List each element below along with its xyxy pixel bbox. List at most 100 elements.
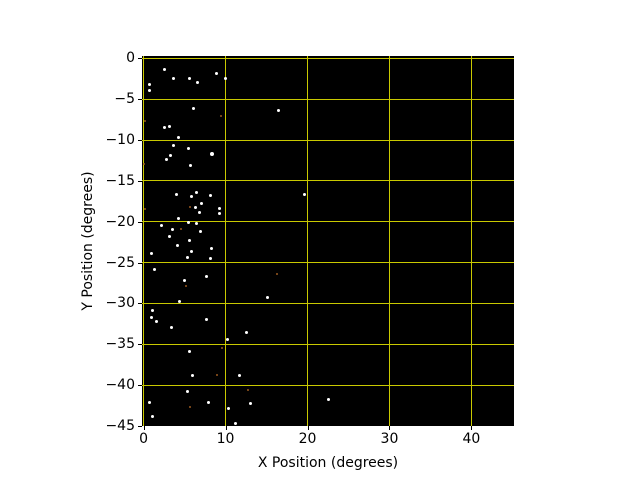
scatter-point bbox=[188, 239, 192, 243]
y-tick-mark--5 bbox=[138, 99, 142, 101]
scatter-point bbox=[188, 350, 192, 354]
y-tick-label--30: −30 bbox=[105, 295, 135, 312]
scatter-point bbox=[174, 193, 178, 197]
x-tick-label-20: 20 bbox=[298, 431, 317, 447]
scatter-point bbox=[162, 68, 166, 72]
scatter-point bbox=[151, 414, 155, 418]
scatter-point bbox=[217, 207, 221, 211]
scatter-point bbox=[180, 228, 183, 231]
x-tick-mark-20 bbox=[307, 426, 309, 430]
scatter-point bbox=[168, 235, 172, 238]
scatter-point bbox=[205, 275, 209, 279]
scatter-point bbox=[210, 152, 215, 156]
gridline-y-0 bbox=[142, 57, 514, 59]
scatter-point bbox=[276, 273, 279, 276]
scatter-point bbox=[208, 257, 212, 261]
scatter-point bbox=[169, 154, 173, 158]
scatter-point bbox=[163, 125, 167, 129]
scatter-point bbox=[265, 296, 269, 300]
scatter-point bbox=[194, 221, 198, 225]
scatter-point bbox=[160, 223, 164, 227]
y-tick-label--40: −40 bbox=[105, 377, 135, 394]
scatter-point bbox=[215, 72, 219, 76]
scatter-point bbox=[193, 205, 197, 209]
scatter-point bbox=[167, 124, 171, 128]
y-tick-mark-0 bbox=[138, 58, 142, 60]
gridline-y--5 bbox=[142, 98, 514, 100]
scatter-point bbox=[186, 256, 190, 260]
scatter-point bbox=[219, 115, 222, 118]
y-tick-label--10: −10 bbox=[105, 132, 135, 149]
y-tick-mark--15 bbox=[138, 180, 142, 182]
x-tick-mark-40 bbox=[471, 426, 473, 430]
scatter-point bbox=[147, 400, 151, 404]
scatter-point bbox=[152, 267, 156, 271]
gridline-y--15 bbox=[142, 180, 514, 182]
scatter-point bbox=[165, 158, 169, 162]
y-tick-mark--40 bbox=[138, 385, 142, 387]
scatter-point bbox=[190, 194, 194, 198]
scatter-point bbox=[147, 88, 151, 92]
scatter-point bbox=[186, 390, 190, 394]
y-tick-label--5: −5 bbox=[114, 91, 135, 108]
gridline-x-20 bbox=[307, 56, 308, 426]
gridline-x-0 bbox=[143, 56, 145, 426]
scatter-point bbox=[194, 190, 198, 194]
x-tick-label-10: 10 bbox=[216, 431, 235, 447]
scatter-point bbox=[189, 206, 192, 209]
scatter-point bbox=[205, 318, 209, 322]
scatter-point bbox=[189, 406, 192, 409]
scatter-point bbox=[233, 422, 237, 426]
y-tick-label--35: −35 bbox=[105, 336, 135, 353]
y-tick-mark--25 bbox=[138, 262, 142, 264]
scatter-point bbox=[183, 279, 187, 283]
scatter-point bbox=[188, 77, 192, 81]
gridline-y--10 bbox=[142, 139, 514, 141]
scatter-point bbox=[224, 77, 228, 81]
scatter-point bbox=[187, 221, 191, 225]
scatter-point bbox=[209, 194, 213, 198]
scatter-point bbox=[215, 374, 218, 377]
scatter-point bbox=[196, 80, 200, 84]
scatter-point bbox=[238, 373, 241, 377]
y-tick-label--20: −20 bbox=[105, 213, 135, 230]
gridline-y--40 bbox=[142, 384, 514, 386]
scatter-point bbox=[218, 212, 222, 216]
y-tick-label--45: −45 bbox=[105, 418, 135, 434]
gridline-y--30 bbox=[142, 302, 514, 304]
scatter-point bbox=[149, 315, 153, 319]
y-tick-label--15: −15 bbox=[105, 172, 135, 189]
scatter-point bbox=[227, 406, 231, 410]
y-tick-mark--35 bbox=[138, 344, 142, 346]
scatter-point bbox=[170, 228, 174, 232]
scatter-point bbox=[171, 76, 175, 80]
x-tick-mark-30 bbox=[389, 426, 391, 430]
x-tick-label-0: 0 bbox=[139, 431, 149, 447]
y-tick-label--25: −25 bbox=[105, 254, 135, 271]
scatter-point bbox=[150, 252, 154, 256]
scatter-point bbox=[177, 136, 181, 140]
scatter-point bbox=[225, 337, 229, 341]
scatter-point bbox=[192, 106, 196, 110]
scatter-point bbox=[221, 346, 224, 349]
gridline-y--25 bbox=[142, 262, 514, 264]
scatter-point bbox=[171, 144, 175, 148]
y-tick-label-0: 0 bbox=[126, 50, 135, 67]
scatter-point bbox=[198, 230, 202, 234]
scatter-point bbox=[147, 83, 151, 87]
x-axis-label: X Position (degrees) bbox=[257, 455, 399, 471]
scatter-point bbox=[327, 398, 331, 402]
scatter-point bbox=[185, 285, 188, 288]
scatter-point bbox=[177, 217, 181, 221]
y-tick-mark--30 bbox=[138, 303, 142, 305]
plot-area bbox=[142, 56, 514, 426]
scatter-point bbox=[206, 400, 210, 404]
scatter-point bbox=[188, 163, 192, 167]
scatter-point bbox=[200, 202, 204, 206]
x-tick-mark-0 bbox=[143, 426, 145, 430]
scatter-point bbox=[248, 401, 252, 405]
scatter-point bbox=[142, 162, 145, 165]
scatter-point bbox=[169, 325, 173, 329]
x-tick-label-40: 40 bbox=[462, 431, 481, 447]
